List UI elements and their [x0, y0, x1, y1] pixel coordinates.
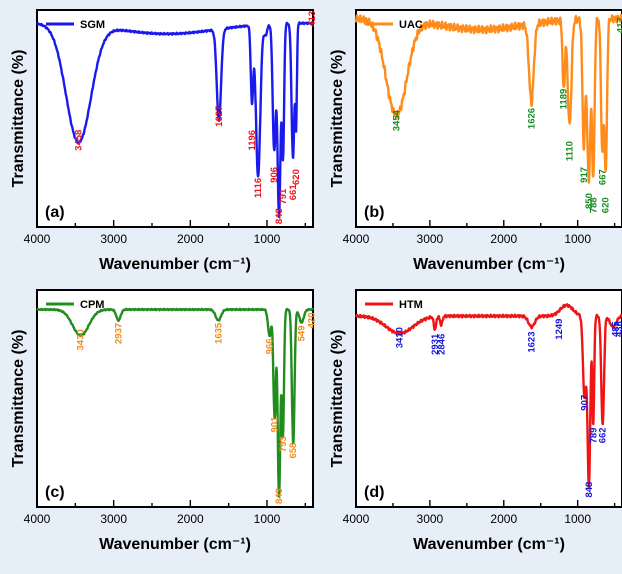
x-tick-label: 4000: [24, 232, 51, 246]
x-tick-label: 3000: [100, 512, 127, 526]
peak-annotation: 3458: [74, 130, 85, 151]
legend-label: UAC: [399, 19, 423, 31]
y-axis-label: Transmittance (%): [10, 50, 27, 188]
plot-frame: [355, 289, 622, 508]
peak-annotation: 2931: [430, 333, 441, 355]
panel-label: (d): [364, 484, 384, 501]
peak-annotation: 906: [269, 167, 280, 183]
x-tick-label: 3000: [417, 512, 444, 526]
legend-label: SGM: [80, 19, 105, 31]
series-line-htm: [354, 303, 622, 490]
x-tick-label: 3000: [417, 232, 444, 246]
peak-annotation: 620: [291, 169, 302, 185]
peak-annotation: 848: [584, 482, 595, 498]
x-axis-label: Wavenumber (cm⁻¹): [99, 256, 251, 273]
peak-annotation: 789: [588, 428, 599, 444]
peak-annotation: 1626: [526, 108, 537, 129]
x-tick-label: 2000: [490, 232, 517, 246]
peak-annotation: 667: [597, 169, 608, 185]
series-line-sgm: [35, 21, 315, 218]
plot-frame: [36, 289, 314, 508]
plot-frame: [36, 9, 314, 228]
peak-annotation: 966: [265, 338, 276, 354]
peak-annotation: 549: [297, 325, 308, 341]
peak-annotation: 791: [278, 188, 289, 205]
x-tick-label: 2000: [177, 232, 204, 246]
peak-annotation: 917: [579, 167, 590, 183]
x-tick-label: 2000: [177, 512, 204, 526]
peak-annotation: 658: [288, 443, 299, 459]
x-tick-label: 4000: [24, 512, 51, 526]
peak-annotation: 3454: [391, 109, 402, 131]
peak-annotation: 850: [584, 193, 595, 209]
peak-annotation: 3410: [395, 327, 406, 348]
peak-annotation: 661: [288, 184, 299, 201]
peak-annotation: 1627: [214, 106, 225, 127]
x-axis-label: Wavenumber (cm⁻¹): [99, 536, 251, 553]
peak-annotation: 788: [588, 197, 599, 213]
y-axis-label: Transmittance (%): [329, 50, 346, 188]
peak-annotation: 843: [274, 488, 285, 504]
panel-3: 4000 3000 2000 1000 CPM 3430 2937 1635 966 901 843…: [10, 289, 317, 553]
x-axis-label: Wavenumber (cm⁻¹): [413, 536, 565, 553]
peak-annotation: 1116: [253, 178, 264, 198]
x-tick-label: 1000: [254, 512, 281, 526]
peak-annotation: 1196: [247, 130, 258, 151]
panel-label: (b): [364, 204, 384, 221]
peak-annotation: 901: [270, 416, 281, 433]
peak-annotation: 2846: [436, 334, 447, 355]
peak-annotation: 1623: [527, 331, 538, 352]
plot-frame: [355, 9, 622, 228]
y-axis-label: Transmittance (%): [329, 330, 346, 468]
peak-annotation: 662: [598, 427, 609, 443]
x-tick-label: 4000: [343, 512, 370, 526]
peak-annotation: 2937: [114, 323, 125, 344]
peak-annotation: 620: [601, 197, 612, 213]
peak-annotation: 907: [580, 395, 591, 411]
peak-annotation: 1635: [213, 322, 224, 344]
peak-annotation: 1249: [554, 319, 565, 340]
x-tick-label: 1000: [254, 232, 281, 246]
peak-annotation: 413: [307, 11, 318, 27]
legend-label: HTM: [399, 299, 423, 311]
panel-1: 4000 3000 2000 1000 SGM 3458 1627 1196 1116 906 84…: [10, 9, 318, 273]
x-tick-label: 4000: [343, 232, 370, 246]
peak-annotation: 3430: [76, 329, 87, 350]
y-axis-label: Transmittance (%): [10, 330, 27, 468]
panel-2: 4000 3000 2000 1000 UAC 3454 1626 1189 1110 917 85…: [329, 9, 622, 273]
x-tick-label: 1000: [564, 512, 591, 526]
x-tick-label: 1000: [564, 232, 591, 246]
peak-annotation: 485: [611, 320, 622, 337]
series-line-cpm: [36, 307, 314, 498]
panel-label: (c): [45, 484, 65, 501]
peak-annotation: 436: [614, 321, 622, 337]
peak-annotation: 417: [616, 17, 622, 33]
x-axis-label: Wavenumber (cm⁻¹): [413, 256, 565, 273]
x-tick-label: 2000: [490, 512, 517, 526]
panel-label: (a): [45, 204, 65, 221]
legend-label: CPM: [80, 299, 104, 311]
peak-annotation: 793: [278, 436, 289, 452]
x-tick-label: 3000: [100, 232, 127, 246]
peak-annotation: 843: [274, 208, 285, 224]
peak-annotation: 1189: [559, 89, 570, 110]
peak-annotation: 420: [306, 313, 317, 329]
series-line-uac: [354, 13, 622, 184]
peak-annotation: 1110: [564, 141, 575, 161]
